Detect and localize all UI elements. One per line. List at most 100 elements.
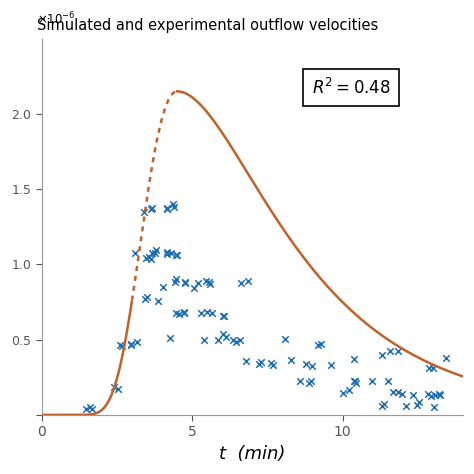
Point	[229, 336, 237, 344]
Point	[220, 312, 228, 319]
Point	[296, 378, 304, 385]
Point	[436, 390, 443, 397]
Point	[309, 362, 316, 370]
Point	[437, 392, 444, 399]
Point	[394, 347, 402, 355]
Point	[378, 351, 386, 358]
Point	[305, 379, 312, 387]
Point	[190, 284, 198, 292]
Point	[194, 279, 202, 287]
Point	[181, 279, 188, 287]
Point	[166, 334, 174, 342]
Point	[172, 251, 180, 259]
Point	[169, 200, 176, 208]
Point	[281, 335, 289, 343]
Point	[151, 249, 159, 256]
Point	[288, 356, 295, 364]
Point	[175, 310, 183, 317]
Point	[173, 310, 180, 317]
Point	[302, 361, 310, 368]
Point	[237, 279, 245, 287]
Point	[128, 341, 135, 349]
Point	[128, 340, 135, 348]
Point	[173, 251, 181, 259]
Point	[269, 361, 277, 369]
Point	[267, 359, 275, 367]
Point	[431, 392, 438, 399]
Point	[237, 337, 244, 344]
Point	[384, 377, 392, 385]
Text: Simulated and experimental outflow velocities: Simulated and experimental outflow veloc…	[37, 18, 379, 33]
Point	[170, 203, 177, 210]
Point	[308, 377, 315, 385]
Point	[163, 205, 171, 212]
Point	[245, 278, 252, 285]
Point	[389, 388, 397, 396]
Point	[339, 389, 346, 397]
Point	[141, 295, 149, 302]
Point	[314, 341, 322, 349]
Point	[222, 333, 230, 341]
Point	[402, 402, 410, 410]
Point	[443, 355, 450, 362]
Point	[203, 308, 211, 316]
Point	[353, 379, 360, 387]
Point	[152, 246, 160, 254]
Point	[429, 365, 437, 372]
Point	[132, 249, 139, 257]
Point	[181, 279, 188, 286]
Point	[180, 308, 188, 316]
Point	[206, 278, 213, 285]
Point	[368, 378, 376, 385]
Point	[110, 383, 118, 391]
Point	[219, 312, 227, 319]
Point	[350, 355, 358, 363]
Point	[214, 336, 222, 344]
Point	[164, 204, 171, 212]
Point	[197, 310, 204, 317]
Point	[148, 204, 156, 211]
Point	[147, 255, 155, 263]
Point	[410, 392, 417, 399]
Point	[133, 338, 140, 346]
Point	[164, 250, 171, 258]
Point	[425, 390, 432, 398]
Point	[219, 330, 227, 338]
Point	[350, 377, 358, 385]
Point	[146, 253, 153, 261]
Point	[167, 249, 175, 256]
Point	[318, 340, 325, 348]
Point	[386, 347, 394, 355]
Point	[202, 277, 210, 284]
Point	[208, 309, 216, 316]
Point	[88, 405, 95, 413]
Point	[430, 403, 438, 411]
Point	[144, 293, 151, 301]
Point	[181, 310, 188, 317]
Point	[257, 358, 265, 366]
Point	[172, 279, 179, 286]
Point	[173, 275, 180, 283]
Point	[327, 361, 334, 368]
Point	[114, 385, 122, 392]
Point	[394, 389, 402, 396]
Point	[232, 338, 240, 346]
Point	[378, 402, 386, 410]
X-axis label: t  (min): t (min)	[219, 445, 285, 463]
Point	[163, 248, 171, 255]
Point	[154, 297, 162, 304]
Text: $\times 10^{-6}$: $\times 10^{-6}$	[37, 11, 76, 27]
Point	[160, 283, 167, 291]
Point	[142, 255, 150, 262]
Point	[255, 360, 262, 368]
Point	[426, 365, 433, 372]
Point	[352, 377, 359, 385]
Point	[415, 398, 423, 406]
Text: $R^2 = 0.48$: $R^2 = 0.48$	[312, 78, 391, 98]
Point	[140, 208, 148, 216]
Point	[148, 250, 155, 257]
Point	[346, 387, 353, 394]
Point	[413, 401, 421, 409]
Point	[200, 336, 208, 343]
Point	[82, 405, 90, 413]
